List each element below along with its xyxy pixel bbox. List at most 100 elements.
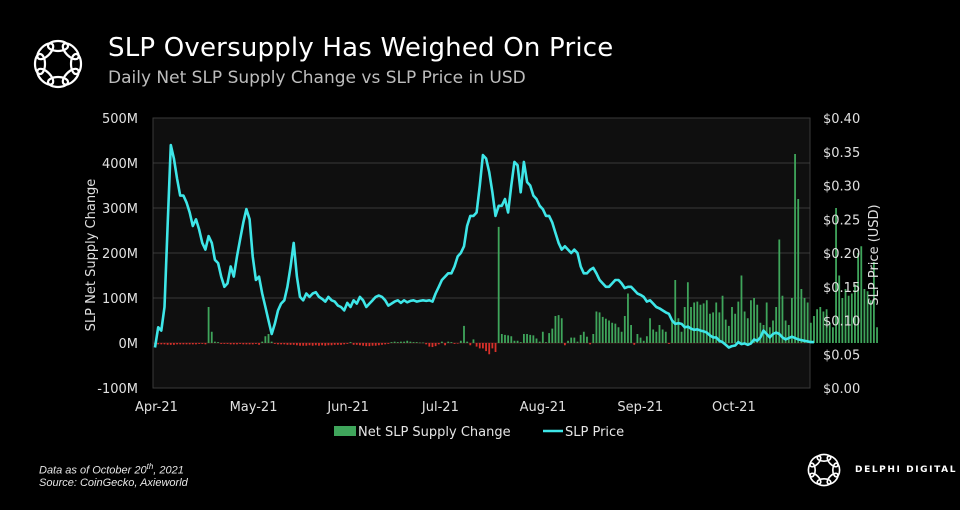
supply-bar-positive bbox=[765, 302, 768, 343]
supply-bar-positive bbox=[548, 333, 551, 343]
supply-bar-positive bbox=[778, 239, 781, 343]
knot-loop bbox=[816, 478, 832, 487]
legend-bar-swatch bbox=[334, 426, 356, 436]
supply-bar-positive bbox=[731, 307, 733, 343]
left-tick-label: 100M bbox=[102, 292, 138, 307]
supply-bar-positive bbox=[831, 327, 834, 343]
supply-bar-negative bbox=[491, 343, 494, 349]
supply-bar-positive bbox=[400, 341, 402, 343]
supply-bar-positive bbox=[608, 320, 610, 343]
supply-bar-positive bbox=[582, 331, 585, 343]
supply-bar-positive bbox=[529, 334, 532, 343]
supply-bar-positive bbox=[513, 340, 516, 343]
supply-bar-positive bbox=[535, 338, 538, 343]
supply-bar-positive bbox=[447, 341, 450, 343]
supply-bar-positive bbox=[828, 322, 831, 343]
supply-bar-positive bbox=[655, 331, 658, 343]
supply-bar-positive bbox=[523, 334, 525, 343]
supply-bar-negative bbox=[368, 343, 371, 347]
supply-bar-positive bbox=[579, 334, 582, 343]
supply-bar-negative bbox=[251, 343, 254, 345]
knot-loop bbox=[46, 75, 70, 89]
supply-bar-positive bbox=[652, 329, 655, 343]
supply-bar-positive bbox=[645, 336, 648, 343]
supply-bar-positive bbox=[860, 246, 863, 343]
right-tick-label: $0.35 bbox=[823, 146, 860, 161]
supply-bars bbox=[154, 154, 878, 355]
supply-bar-negative bbox=[254, 343, 257, 344]
supply-bar-positive bbox=[658, 325, 661, 343]
supply-bar-positive bbox=[576, 341, 579, 343]
supply-bar-negative bbox=[248, 343, 251, 345]
supply-bar-negative bbox=[343, 343, 346, 345]
supply-bar-positive bbox=[409, 341, 412, 343]
supply-bar-positive bbox=[866, 291, 869, 343]
delphi-brand-icon bbox=[807, 453, 841, 487]
supply-bar-positive bbox=[627, 293, 629, 343]
supply-bar-negative bbox=[286, 343, 289, 345]
knot-loop bbox=[61, 67, 80, 86]
left-tick-label: -100M bbox=[97, 382, 138, 397]
supply-bar-negative bbox=[245, 343, 248, 345]
right-axis-ticks: $0.40 $0.35 $0.30 $0.25 $0.20 $0.15 $0.10 $0.05… bbox=[823, 112, 860, 397]
supply-bar-negative bbox=[277, 343, 279, 345]
supply-bar-positive bbox=[705, 300, 708, 343]
supply-bar-positive bbox=[450, 342, 453, 343]
supply-bar-positive bbox=[598, 312, 601, 343]
supply-bar-positive bbox=[809, 322, 812, 343]
supply-bar-positive bbox=[671, 320, 673, 343]
supply-bar-positive bbox=[472, 339, 475, 343]
supply-bar-negative bbox=[182, 343, 185, 345]
supply-bar-positive bbox=[794, 154, 796, 343]
supply-bar-negative bbox=[340, 343, 342, 345]
supply-bar-positive bbox=[636, 334, 639, 343]
supply-bar-positive bbox=[800, 289, 803, 343]
supply-bar-negative bbox=[273, 343, 276, 344]
supply-bar-positive bbox=[554, 316, 557, 343]
supply-bar-positive bbox=[734, 313, 737, 343]
left-tick-label: 400M bbox=[102, 157, 138, 172]
supply-bar-positive bbox=[737, 301, 740, 343]
supply-bar-negative bbox=[311, 343, 314, 346]
supply-bar-negative bbox=[166, 343, 169, 345]
supply-bar-negative bbox=[195, 343, 197, 345]
supply-bar-negative bbox=[381, 343, 383, 345]
supply-bar-negative bbox=[169, 343, 172, 345]
supply-bar-negative bbox=[488, 343, 491, 355]
right-axis-label: SLP Price (USD) bbox=[867, 204, 882, 305]
supply-bar-negative bbox=[258, 343, 260, 345]
knot-loop bbox=[826, 472, 839, 485]
supply-bar-negative bbox=[431, 343, 434, 348]
supply-bar-negative bbox=[324, 343, 327, 346]
supply-bar-negative bbox=[387, 343, 390, 344]
legend-bar-label: Net SLP Supply Change bbox=[358, 425, 511, 440]
supply-bar-positive bbox=[743, 311, 746, 343]
supply-bar-positive bbox=[674, 280, 677, 343]
supply-bar-negative bbox=[157, 343, 160, 345]
supply-bar-negative bbox=[198, 343, 201, 344]
supply-bar-positive bbox=[614, 323, 617, 343]
supply-bar-negative bbox=[302, 343, 305, 346]
supply-bar-positive bbox=[639, 337, 642, 343]
supply-bar-positive bbox=[806, 302, 809, 343]
supply-bar-negative bbox=[437, 343, 440, 345]
supply-bar-positive bbox=[756, 304, 759, 343]
supply-bar-positive bbox=[690, 307, 692, 343]
supply-bar-positive bbox=[664, 331, 667, 343]
supply-bar-negative bbox=[494, 343, 497, 352]
supply-bar-negative bbox=[475, 343, 478, 347]
supply-bar-negative bbox=[160, 343, 163, 345]
supply-bar-positive bbox=[557, 315, 560, 343]
supply-bar-positive bbox=[459, 340, 462, 343]
supply-bar-negative bbox=[179, 343, 182, 345]
supply-bar-negative bbox=[292, 343, 295, 345]
left-tick-label: 500M bbox=[102, 112, 138, 127]
source-note: Source: CoinGecko, Axieworld bbox=[39, 477, 188, 489]
supply-bar-positive bbox=[601, 316, 604, 343]
supply-bar-positive bbox=[551, 328, 554, 343]
supply-bar-positive bbox=[403, 341, 405, 343]
supply-bar-positive bbox=[214, 341, 216, 343]
supply-bar-positive bbox=[390, 342, 393, 343]
supply-bar-positive bbox=[217, 342, 219, 343]
supply-bar-positive bbox=[696, 301, 699, 343]
